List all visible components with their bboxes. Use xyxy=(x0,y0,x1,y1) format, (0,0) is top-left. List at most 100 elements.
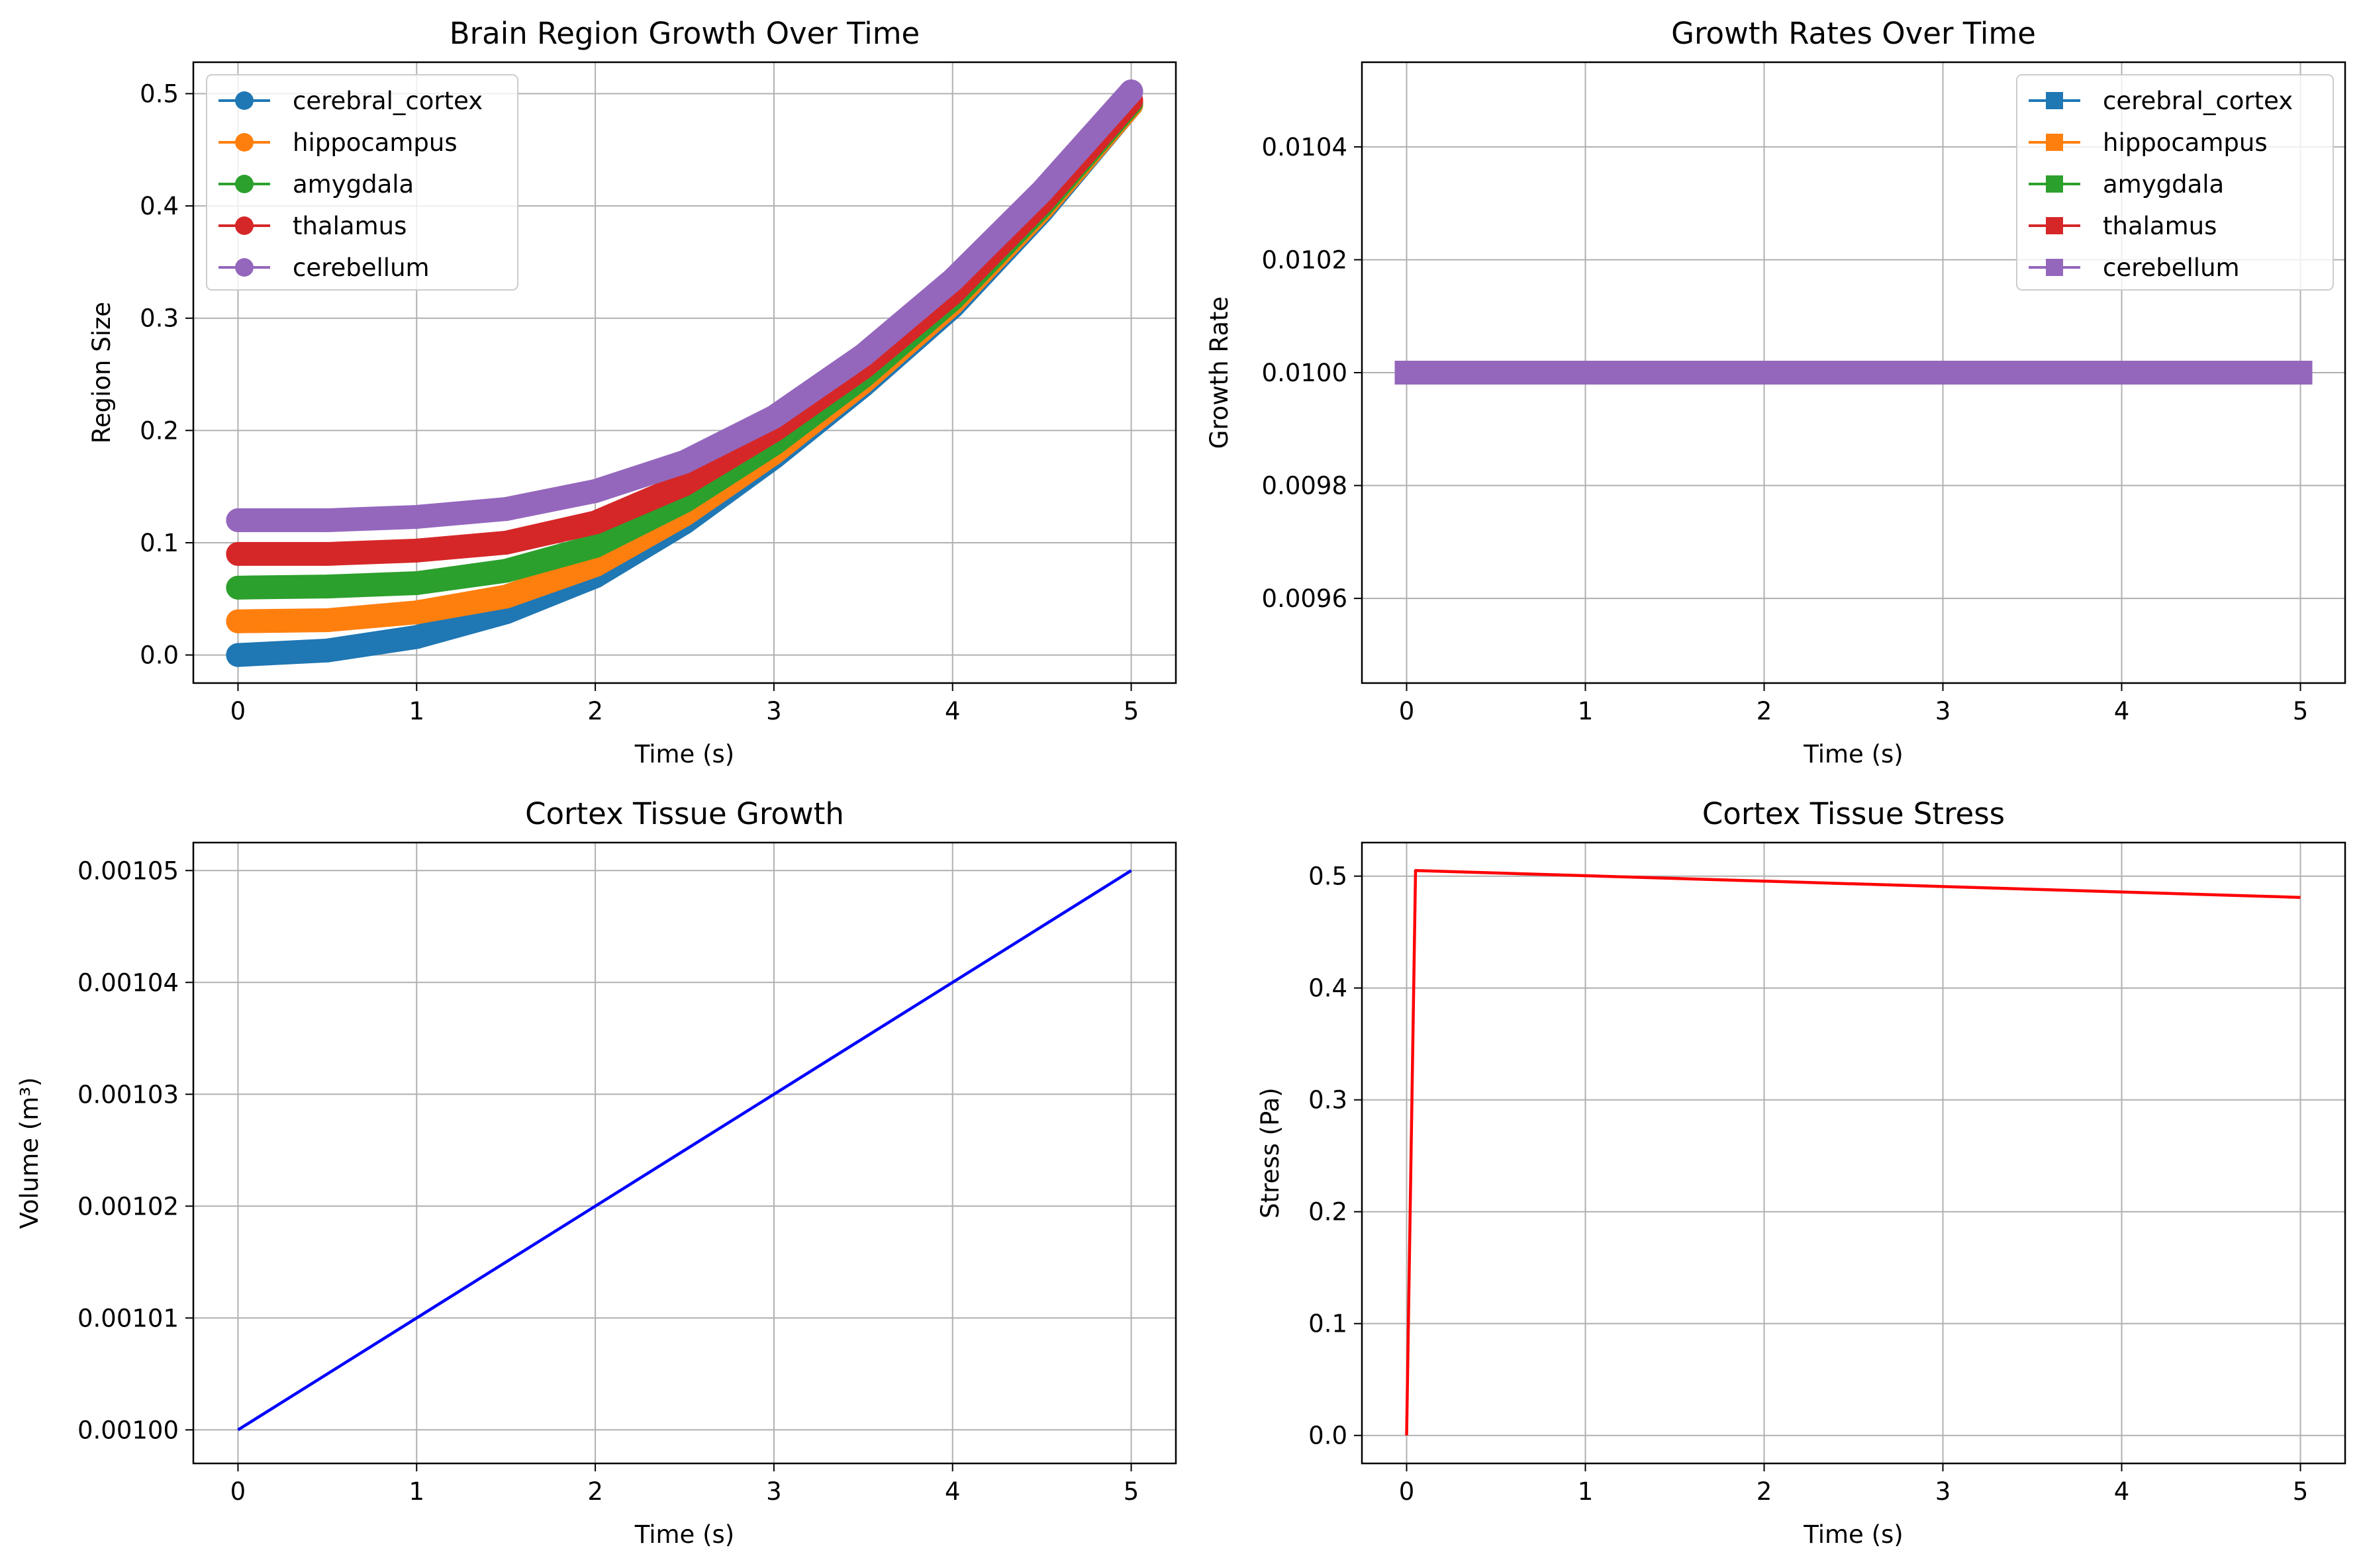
series-marker-1 xyxy=(405,600,429,625)
x-tick-label: 0 xyxy=(1399,697,1415,725)
series-marker-4 xyxy=(1394,361,1419,385)
series-marker-0 xyxy=(226,643,250,667)
legend-frame xyxy=(206,74,518,291)
x-axis-label: Time (s) xyxy=(634,1520,734,1549)
series-marker-1 xyxy=(494,584,518,609)
y-tick-label: 0.0104 xyxy=(1262,133,1347,161)
x-tick-label: 4 xyxy=(2114,697,2130,725)
chart-title: Cortex Tissue Stress xyxy=(1702,796,2005,831)
y-tick-label: 0.0096 xyxy=(1262,584,1347,613)
y-tick-label: 0.5 xyxy=(140,79,179,108)
x-tick-label: 0 xyxy=(230,1477,246,1506)
y-tick-label: 0.2 xyxy=(140,416,179,445)
y-tick-label: 0.00100 xyxy=(77,1416,179,1444)
axes-frame xyxy=(192,841,1177,1465)
legend-label-3: thalamus xyxy=(293,212,407,240)
series-group xyxy=(237,869,1132,1432)
x-tick-label: 2 xyxy=(1757,1477,1772,1506)
series-marker-3 xyxy=(405,538,429,563)
x-tick-label: 4 xyxy=(2114,1477,2130,1506)
series-marker-2 xyxy=(405,571,429,596)
y-tick-label: 0.0 xyxy=(1308,1422,1347,1450)
legend-label-4: cerebellum xyxy=(2103,254,2240,282)
x-tick-label: 3 xyxy=(1935,1477,1951,1506)
y-tick-label: 0.0100 xyxy=(1262,359,1347,387)
x-axis-label: Time (s) xyxy=(1803,740,1903,768)
series-marker-4 xyxy=(673,449,697,474)
y-tick-label: 0.4 xyxy=(140,192,179,220)
legend-label-1: hippocampus xyxy=(293,128,458,157)
series-marker-4 xyxy=(583,479,608,503)
legend-label-3: thalamus xyxy=(2103,212,2217,240)
legend-marker-0 xyxy=(2046,92,2063,109)
series-marker-0 xyxy=(315,638,340,663)
series-marker-4 xyxy=(315,508,340,533)
x-tick-label: 2 xyxy=(587,1477,603,1506)
y-tick-label: 0.1 xyxy=(140,529,179,557)
series-marker-2 xyxy=(494,559,518,583)
x-tick-label: 3 xyxy=(766,1477,782,1506)
y-tick-label: 0.3 xyxy=(140,304,179,333)
y-tick-label: 0.00104 xyxy=(77,968,179,997)
y-tick-label: 0.2 xyxy=(1308,1198,1347,1226)
series-marker-2 xyxy=(226,575,250,600)
x-tick-label: 1 xyxy=(409,1477,424,1506)
x-tick-label: 3 xyxy=(1935,697,1951,725)
legend-marker-2 xyxy=(235,175,254,193)
chart-3: 0 1 2 3 4 5 0.00100 0.00101 0.00102 0.00103 0.0010… xyxy=(15,796,1177,1549)
y-tick-label: 0.0098 xyxy=(1262,472,1347,500)
y-tick-label: 0.00103 xyxy=(77,1080,179,1109)
y-axis-label: Growth Rate xyxy=(1205,297,1233,449)
series-marker-4 xyxy=(1030,179,1054,204)
x-axis-label: Time (s) xyxy=(634,740,734,768)
series-marker-0 xyxy=(405,625,429,649)
legend-marker-4 xyxy=(2046,259,2063,276)
x-tick-label: 5 xyxy=(2293,1477,2309,1506)
legend: cerebral_cortex hippocampus amygdala thalam… xyxy=(2016,74,2334,291)
series-marker-4 xyxy=(494,497,518,522)
series-marker-4 xyxy=(940,268,965,293)
legend-marker-1 xyxy=(235,133,254,152)
x-tick-label: 5 xyxy=(2293,697,2309,725)
chart-title: Brain Region Growth Over Time xyxy=(450,16,920,51)
x-axis-label: Time (s) xyxy=(1803,1520,1903,1549)
series-marker-3 xyxy=(226,541,250,566)
y-tick-label: 0.00101 xyxy=(77,1304,179,1332)
chart-1: 0 1 2 3 4 5 0.0 0.1 0.2 0.3 0.4 0.5 Brain Region Gro… xyxy=(87,16,1177,768)
series-marker-4 xyxy=(761,405,786,429)
y-tick-label: 0.00102 xyxy=(77,1192,179,1221)
series-marker-2 xyxy=(583,534,608,559)
legend-marker-4 xyxy=(235,258,254,277)
x-tick-label: 5 xyxy=(1124,1477,1139,1506)
y-tick-label: 0.0 xyxy=(140,641,179,670)
legend-marker-1 xyxy=(2046,134,2063,151)
y-tick-label: 0.00105 xyxy=(77,856,179,885)
series-marker-1 xyxy=(226,609,250,633)
series-group xyxy=(226,79,1143,667)
series-marker-4 xyxy=(851,343,875,367)
y-tick-label: 0.5 xyxy=(1308,862,1347,891)
chart-title: Cortex Tissue Growth xyxy=(525,796,844,831)
series-marker-2 xyxy=(315,575,340,599)
y-tick-label: 0.0102 xyxy=(1262,246,1347,274)
legend: cerebral_cortex hippocampus amygdala thalam… xyxy=(206,74,518,291)
x-tick-label: 4 xyxy=(945,1477,961,1506)
series-marker-3 xyxy=(494,530,518,555)
y-tick-label: 0.4 xyxy=(1308,974,1347,1003)
series-marker-4 xyxy=(1119,79,1143,104)
legend-marker-3 xyxy=(2046,217,2063,234)
x-tick-label: 2 xyxy=(1757,697,1772,725)
series-marker-3 xyxy=(315,541,340,566)
legend-label-1: hippocampus xyxy=(2103,128,2268,157)
legend-label-4: cerebellum xyxy=(293,254,430,282)
x-tick-label: 1 xyxy=(409,697,424,725)
series-marker-4 xyxy=(2288,361,2313,385)
legend-marker-2 xyxy=(2046,175,2063,193)
y-tick-label: 0.3 xyxy=(1308,1086,1347,1115)
legend-label-0: cerebral_cortex xyxy=(2103,87,2293,115)
x-tick-label: 3 xyxy=(766,697,782,725)
x-tick-label: 0 xyxy=(1399,1477,1415,1506)
legend-label-2: amygdala xyxy=(2103,170,2224,199)
series-marker-4 xyxy=(226,508,250,533)
